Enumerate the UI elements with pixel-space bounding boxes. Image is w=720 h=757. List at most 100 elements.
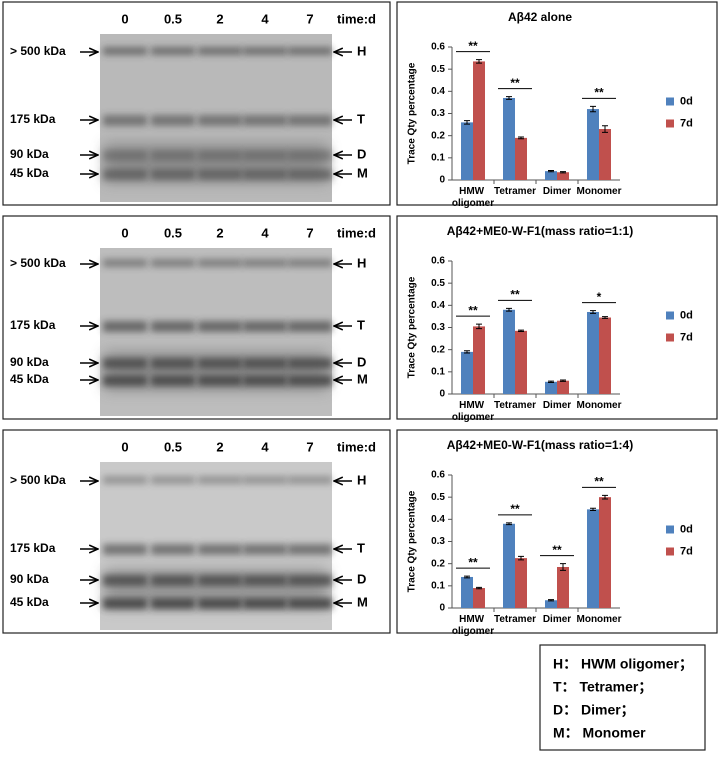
band-label: D: [357, 571, 366, 586]
gel-band: [243, 321, 287, 332]
y-axis-label: Trace Qty percentage: [407, 490, 418, 592]
significance-label: **: [510, 288, 520, 302]
marker-label: 90 kDa: [10, 572, 49, 586]
bar: [599, 497, 611, 608]
x-tick-label: Dimer: [543, 186, 571, 197]
chart-title: Aβ42 alone: [508, 10, 572, 24]
y-tick-label: 0.4: [431, 300, 445, 311]
error-bar: [602, 316, 608, 319]
error-bar: [518, 555, 524, 561]
band-label: M: [357, 165, 368, 180]
y-axis-label: Trace Qty percentage: [407, 62, 418, 164]
chart-title: Aβ42+ME0-W-F1(mass ratio=1:4): [447, 438, 633, 452]
y-tick-label: 0.1: [431, 580, 445, 591]
band-label: T: [357, 540, 365, 555]
x-tick-label: Monomer: [577, 400, 622, 411]
y-tick-label: 0.1: [431, 152, 445, 163]
band-label: H: [357, 472, 366, 487]
lane-label: 2: [216, 225, 223, 240]
y-tick-label: 0.6: [431, 470, 445, 481]
time-label: time:d: [337, 439, 376, 454]
lane-label: 4: [261, 225, 269, 240]
band-label: T: [357, 111, 365, 126]
error-bar: [548, 380, 554, 383]
bar: [473, 326, 485, 394]
legend-swatch: [666, 547, 674, 556]
gel-smear: [104, 143, 328, 183]
x-tick-label: Monomer: [577, 186, 622, 197]
y-tick-label: 0.6: [431, 42, 445, 53]
y-tick-label: 0.5: [431, 278, 445, 289]
significance-label: **: [510, 502, 520, 516]
y-tick-label: 0.3: [431, 108, 445, 119]
error-bar: [518, 136, 524, 140]
gel-band: [198, 47, 242, 55]
gel-band: [198, 476, 242, 484]
gel-band: [288, 47, 332, 55]
key-entry: M： Monomer: [553, 725, 646, 741]
gel-band: [198, 321, 242, 332]
time-label: time:d: [337, 225, 376, 240]
bar: [545, 381, 557, 394]
lane-label: 4: [261, 439, 269, 454]
lane-label: 0.5: [164, 225, 182, 240]
gel-band: [243, 544, 287, 555]
error-bar: [590, 310, 596, 314]
lane-label: 2: [216, 11, 223, 26]
y-tick-label: 0: [439, 603, 445, 614]
error-bar: [560, 171, 566, 174]
key-box: [539, 644, 706, 751]
significance-label: **: [468, 555, 478, 569]
bar: [473, 61, 485, 180]
x-tick-label: Tetramer: [494, 400, 536, 411]
bar: [461, 122, 473, 180]
gel-band: [243, 476, 287, 484]
marker-label: 45 kDa: [10, 166, 49, 180]
significance-label: **: [552, 543, 562, 557]
time-label: time:d: [337, 11, 376, 26]
bar: [503, 523, 515, 608]
x-tick-label: HMW oligomer: [452, 614, 494, 637]
band-label: H: [357, 43, 366, 58]
legend-swatch: [666, 333, 674, 342]
band-label: M: [357, 371, 368, 386]
error-bar: [506, 522, 512, 526]
legend-label: 0d: [680, 523, 693, 535]
gel-bands: [103, 259, 332, 391]
bar: [599, 317, 611, 394]
error-bar: [590, 105, 596, 113]
gel-band: [151, 259, 195, 267]
significance-label: **: [594, 86, 604, 100]
gel-band: [198, 115, 242, 126]
gel-band: [151, 47, 195, 55]
key-entry: H： HWM oligomer；: [553, 656, 693, 673]
x-tick-label: HMW oligomer: [452, 186, 494, 209]
bar: [557, 172, 569, 180]
bar: [503, 309, 515, 394]
marker-label: > 500 kDa: [10, 256, 66, 270]
significance-label: **: [594, 475, 604, 489]
marker-label: 175 kDa: [10, 112, 56, 126]
marker-label: > 500 kDa: [10, 44, 66, 58]
gel-band: [288, 115, 332, 126]
error-bar: [560, 563, 566, 571]
gel-band: [198, 544, 242, 555]
bar: [515, 137, 527, 180]
error-bar: [464, 350, 470, 354]
bar: [587, 109, 599, 180]
lane-label: 7: [306, 225, 313, 240]
y-tick-label: 0.6: [431, 256, 445, 267]
x-tick-label: Dimer: [543, 614, 571, 625]
error-bar: [476, 323, 482, 330]
band-label: M: [357, 594, 368, 609]
bar: [503, 97, 515, 180]
gel-band: [103, 321, 147, 332]
x-tick-label: HMW oligomer: [452, 400, 494, 423]
error-bar: [476, 59, 482, 64]
error-bar: [464, 120, 470, 125]
legend-label: 7d: [680, 545, 693, 557]
key-entry: D： Dimer；: [553, 702, 635, 719]
bar: [545, 171, 557, 180]
bar: [515, 558, 527, 608]
y-tick-label: 0.1: [431, 366, 445, 377]
